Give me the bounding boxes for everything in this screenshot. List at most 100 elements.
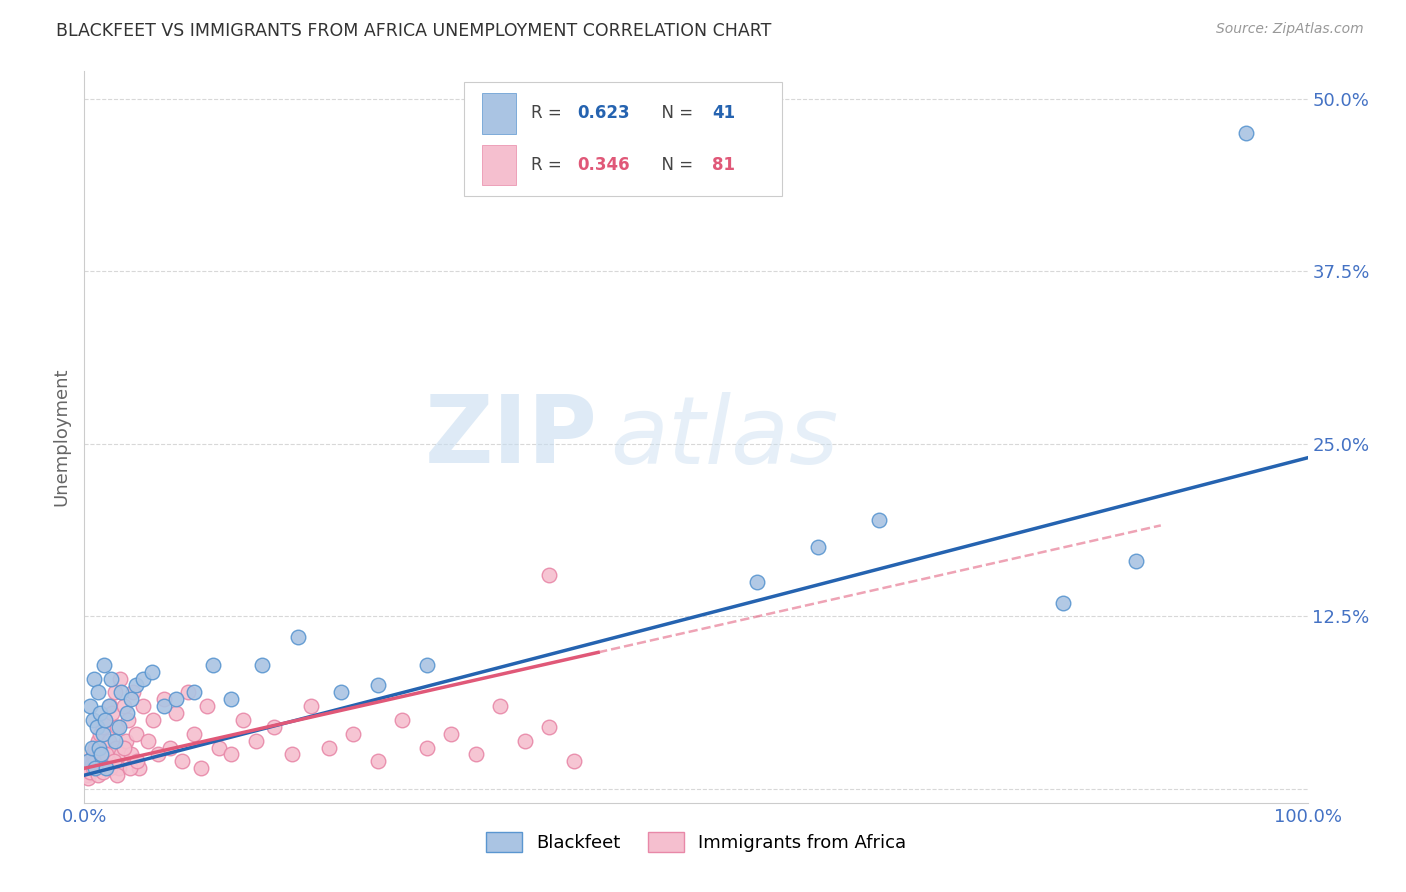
Point [416, 657, 439, 672]
Point [104, 685, 127, 699]
Point [87, 747, 110, 762]
Point [87, 740, 110, 755]
Point [132, 672, 155, 686]
Point [287, 630, 309, 644]
Point [84, 761, 107, 775]
Point [91, 720, 114, 734]
Point [136, 733, 159, 747]
Point [440, 727, 463, 741]
Point [76, 768, 98, 782]
Point [391, 713, 413, 727]
Point [97, 699, 120, 714]
Point [98, 699, 121, 714]
Point [77, 771, 100, 785]
Text: 41: 41 [711, 104, 735, 122]
Point [195, 699, 218, 714]
Point [112, 740, 135, 755]
Point [96, 761, 118, 775]
Point [94, 713, 117, 727]
Point [183, 727, 205, 741]
Point [183, 685, 205, 699]
Point [172, 755, 194, 769]
Point [91, 727, 114, 741]
Point [77, 755, 100, 769]
Point [87, 768, 110, 782]
Point [89, 757, 111, 772]
Text: ZIP: ZIP [425, 391, 598, 483]
Point [120, 747, 142, 762]
Point [538, 568, 561, 582]
Point [125, 755, 148, 769]
Text: 81: 81 [711, 155, 735, 174]
Point [115, 706, 138, 720]
Point [103, 755, 125, 769]
Point [80, 757, 103, 772]
Text: atlas: atlas [610, 392, 838, 483]
FancyBboxPatch shape [482, 94, 516, 134]
Point [84, 755, 107, 769]
Point [132, 699, 155, 714]
Text: R =: R = [531, 104, 567, 122]
Point [91, 765, 114, 780]
Point [562, 755, 585, 769]
Point [281, 747, 304, 762]
Point [869, 513, 891, 527]
Point [96, 747, 118, 762]
Point [299, 699, 322, 714]
Point [82, 713, 104, 727]
Point [105, 740, 128, 755]
Point [165, 692, 187, 706]
Text: 0.623: 0.623 [578, 104, 630, 122]
Point [115, 733, 138, 747]
Point [747, 574, 769, 589]
Point [105, 768, 128, 782]
Point [142, 713, 165, 727]
Point [146, 747, 169, 762]
Point [82, 747, 104, 762]
Point [489, 699, 512, 714]
Point [84, 740, 107, 755]
Legend: Blackfeet, Immigrants from Africa: Blackfeet, Immigrants from Africa [478, 824, 914, 860]
Point [87, 685, 110, 699]
Point [190, 761, 212, 775]
Point [342, 727, 364, 741]
Point [77, 761, 100, 775]
Text: R =: R = [531, 155, 567, 174]
Point [807, 541, 830, 555]
Point [82, 761, 104, 775]
Point [128, 761, 150, 775]
Point [77, 755, 100, 769]
Point [245, 733, 267, 747]
Point [1125, 554, 1147, 568]
Point [110, 685, 132, 699]
Point [120, 692, 142, 706]
Point [108, 672, 131, 686]
Point [330, 685, 353, 699]
Point [263, 720, 285, 734]
Point [94, 713, 117, 727]
Point [318, 740, 340, 755]
Point [89, 727, 111, 741]
Point [201, 657, 224, 672]
Point [165, 706, 187, 720]
Point [513, 733, 536, 747]
Point [538, 720, 561, 734]
Text: BLACKFEET VS IMMIGRANTS FROM AFRICA UNEMPLOYMENT CORRELATION CHART: BLACKFEET VS IMMIGRANTS FROM AFRICA UNEM… [56, 22, 772, 40]
Point [125, 678, 148, 692]
Point [97, 761, 120, 775]
Text: Source: ZipAtlas.com: Source: ZipAtlas.com [1216, 22, 1364, 37]
Point [141, 665, 163, 679]
Text: 0.346: 0.346 [578, 155, 630, 174]
Point [107, 720, 129, 734]
Point [86, 755, 108, 769]
Point [153, 699, 176, 714]
Point [177, 685, 200, 699]
Point [416, 740, 439, 755]
Point [89, 706, 111, 720]
Point [107, 761, 129, 775]
Point [90, 747, 112, 762]
Point [112, 699, 135, 714]
Point [97, 733, 120, 747]
Point [122, 685, 145, 699]
Point [79, 765, 101, 780]
